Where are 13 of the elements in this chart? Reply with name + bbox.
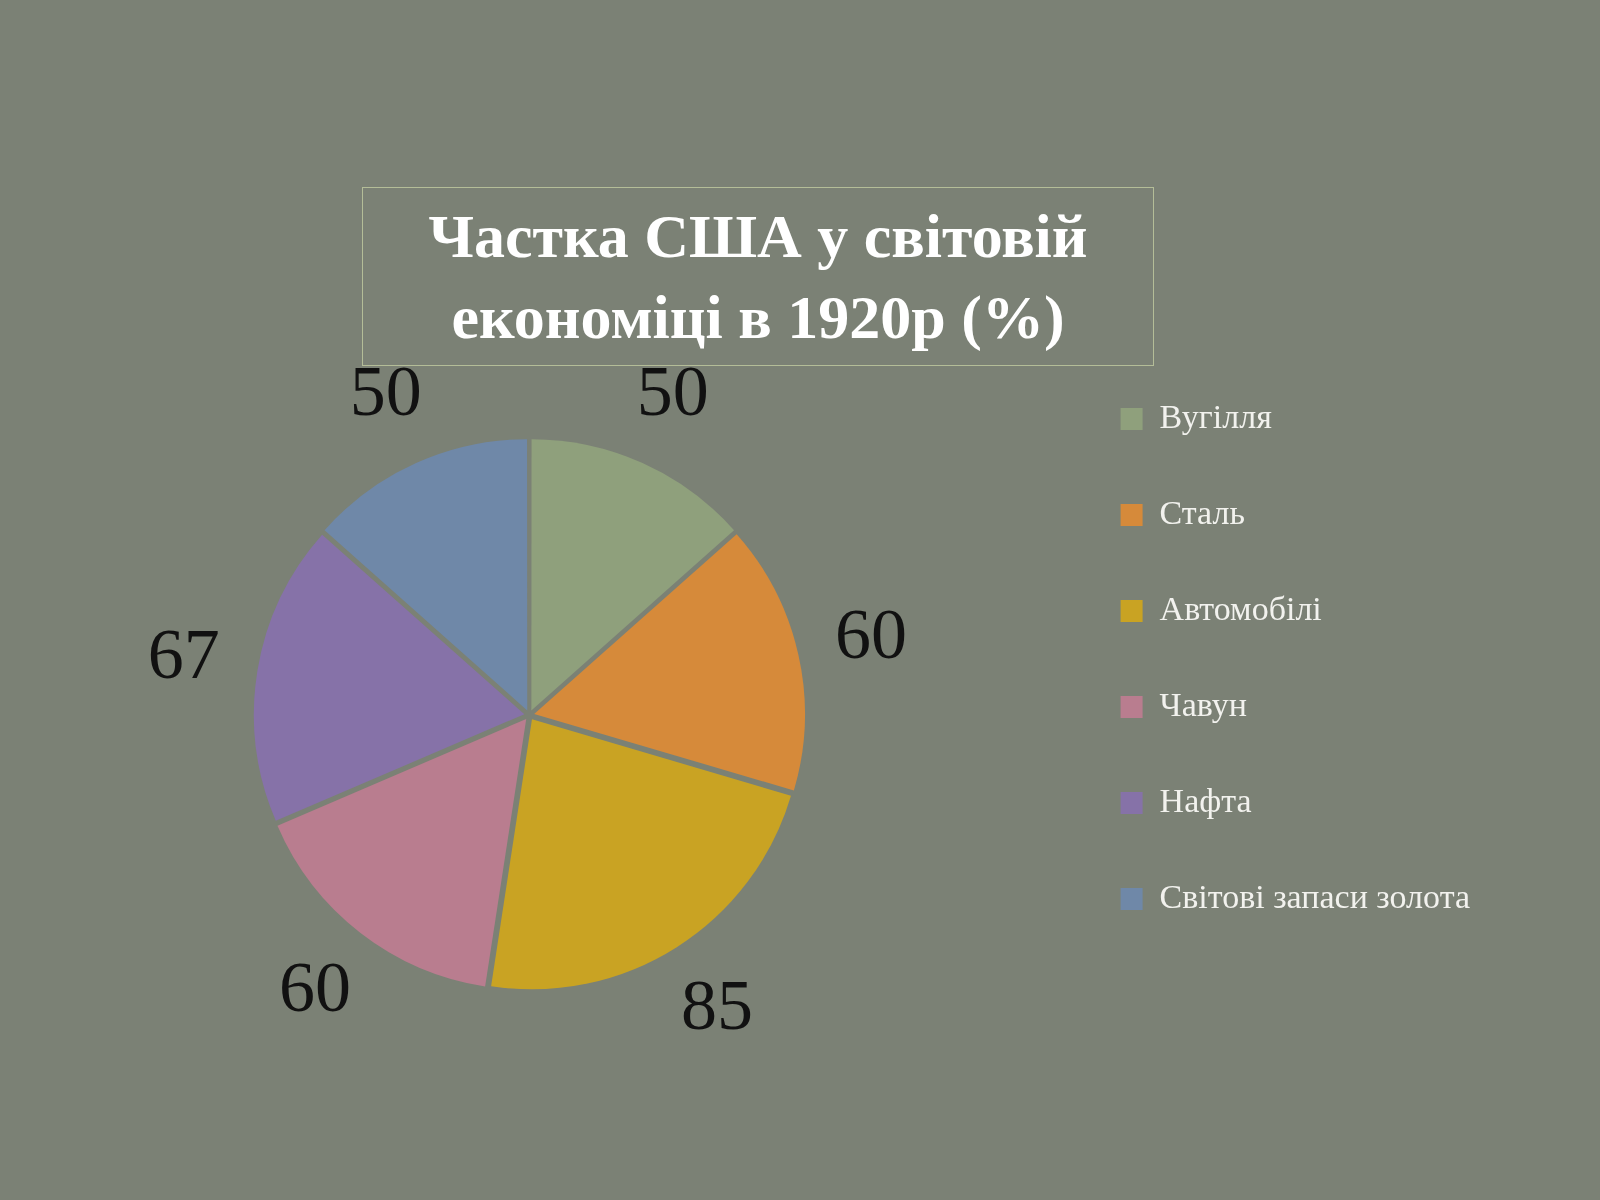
legend-label: Автомобілі [1159, 589, 1322, 627]
data-label: 85 [680, 965, 753, 1046]
legend-label: Чавун [1159, 685, 1247, 723]
legend-label: Нафта [1159, 781, 1252, 819]
legend-label: Вугілля [1159, 397, 1273, 435]
legend-label: Сталь [1159, 493, 1245, 531]
data-label: 60 [834, 593, 907, 674]
chart-title: Частка США у світовій економіці в 1920р (%) [428, 202, 1088, 351]
data-label: 50 [636, 350, 709, 431]
data-label: 67 [147, 613, 220, 694]
data-label: 50 [349, 350, 422, 431]
data-label: 60 [279, 946, 352, 1027]
legend-label: Світові запаси золота [1159, 877, 1471, 915]
